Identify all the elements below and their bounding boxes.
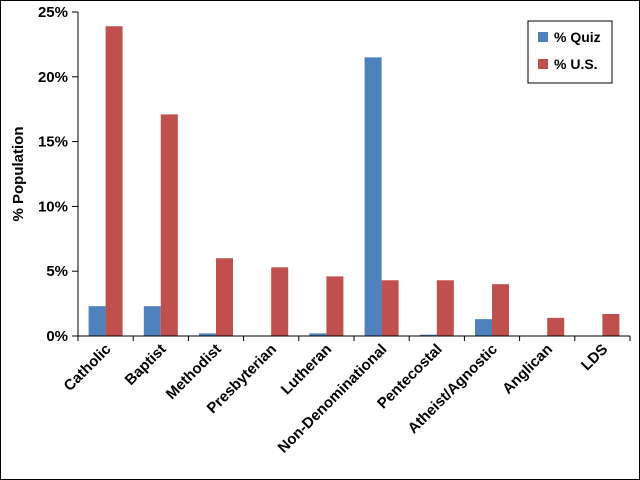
bar-us-catholic xyxy=(105,26,123,336)
legend-box xyxy=(527,20,613,84)
bar-us-methodist xyxy=(216,258,233,336)
legend-swatch-quiz xyxy=(538,32,548,42)
y-axis-title: % Population xyxy=(10,127,27,222)
y-tick-label: 25% xyxy=(38,4,68,21)
legend-label-quiz: % Quiz xyxy=(554,29,601,45)
legend-swatch-us xyxy=(538,59,548,69)
bar-us-non-denominational xyxy=(381,280,399,336)
bar-quiz-pentecostal xyxy=(419,334,437,336)
y-tick-label: 0% xyxy=(46,328,68,345)
x-tick-label: Non-Denominational xyxy=(275,341,391,457)
bar-quiz-non-denominational xyxy=(364,57,382,337)
bar-us-baptist xyxy=(160,114,178,336)
bar-us-lutheran xyxy=(326,276,344,336)
y-ticks-group: 0% 5% 10% 15% 20% 25% xyxy=(38,4,78,345)
bar-quiz-baptist xyxy=(143,306,161,336)
y-tick-label: 15% xyxy=(38,134,68,151)
bar-us-presbyterian xyxy=(271,267,289,336)
legend-label-us: % U.S. xyxy=(554,56,598,72)
y-tick-label: 5% xyxy=(46,263,68,280)
bar-us-pentecostal xyxy=(436,280,454,336)
bars-group xyxy=(88,26,620,337)
x-tick-label: Catholic xyxy=(61,341,115,395)
x-labels-group: Catholic BaptistMethodistPresbyterianLuth… xyxy=(61,336,631,457)
x-tick-label: Lutheran xyxy=(278,341,335,398)
bar-quiz-lutheran xyxy=(309,333,327,336)
bar-quiz-atheist-agnostic xyxy=(475,319,492,336)
bar-quiz-methodist xyxy=(199,333,216,336)
bar-us-lds xyxy=(602,313,620,336)
bar-us-atheist-agnostic xyxy=(492,284,509,336)
y-tick-label: 10% xyxy=(38,198,68,215)
x-tick-label: Anglican xyxy=(499,341,556,398)
legend: % Quiz % U.S. xyxy=(527,20,613,84)
x-tick-label: LDS xyxy=(578,341,611,374)
bar-us-anglican xyxy=(547,317,565,336)
x-tick-label: Baptist xyxy=(122,341,170,389)
bar-quiz-catholic xyxy=(88,306,106,336)
y-tick-label: 20% xyxy=(38,69,68,86)
